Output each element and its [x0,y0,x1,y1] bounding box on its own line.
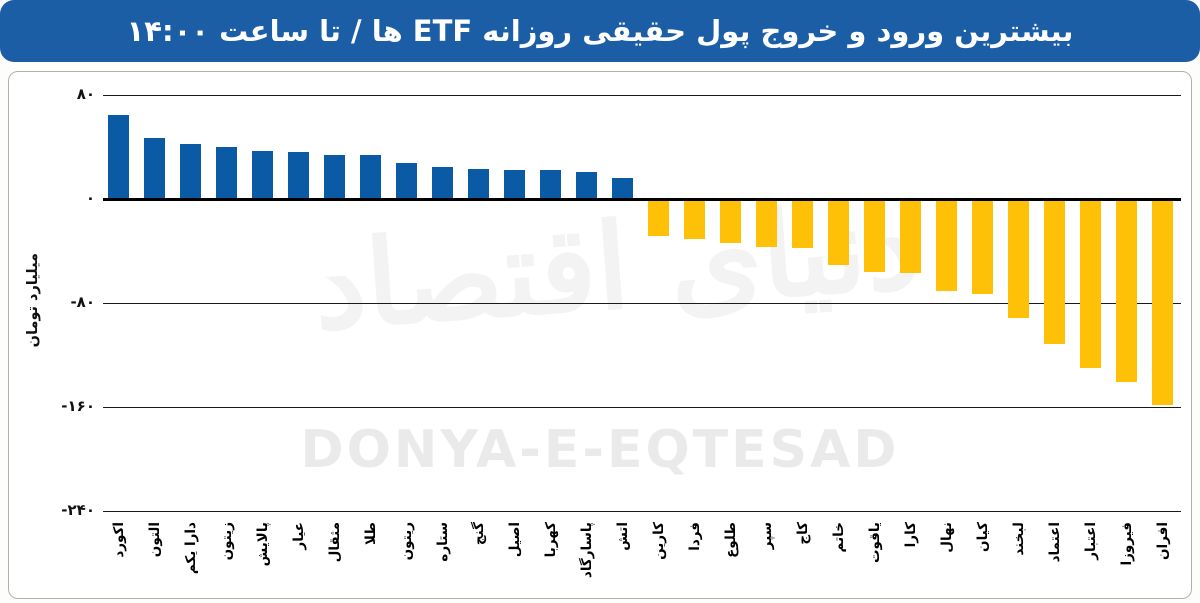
plot-area: ۸۰ ۰ -۸۰ -۱۶۰ -۲۴۰ اکورد التون دارا یکم زیتون پال… [9,72,1191,598]
bar [360,154,381,199]
x-tick-label: پاسارگاد [578,522,595,579]
x-tick-label: اتش [614,522,631,551]
x-tick-label: کارین [650,522,667,560]
x-tick-label: دارا یکم [182,522,199,575]
bar [648,200,669,237]
gridline [103,407,1181,408]
bar [684,200,705,239]
bar [108,114,129,199]
bar [972,200,993,294]
x-tick-label: زیتون [218,522,235,561]
bar [216,147,237,199]
x-tick-label: اعتبار [1082,522,1099,560]
x-tick-label: ریتون [398,522,415,561]
x-tick-label: طلا [362,522,379,545]
chart-title: بیشترین ورود و خروج پول حقیقی روزانه ETF… [126,14,1074,48]
bar [1044,200,1065,345]
bar [792,200,813,249]
x-tick-label: کاج [794,522,811,545]
y-tick-label: -۸۰ [70,293,95,311]
x-tick-label: اکورد [110,522,127,558]
bar [936,200,957,291]
bar [396,162,417,199]
x-tick-label: التون [146,522,163,558]
x-tick-label: نهال [938,522,955,553]
x-tick-label: سپر [758,522,775,550]
bar [144,137,165,199]
x-tick-label: خاتم [830,522,847,553]
x-tick-label: اعتماد [1046,522,1063,563]
chart-title-bar: بیشترین ورود و خروج پول حقیقی روزانه ETF… [0,0,1200,62]
x-tick-label: کارا [902,522,919,548]
bar [1152,200,1173,406]
bar [1080,200,1101,368]
x-tick-label: لبخند [1010,522,1027,556]
zero-axis-line [103,197,1181,201]
x-tick-label: اصیل [506,522,523,558]
y-tick-label: -۱۶۰ [61,397,95,415]
x-tick-label: گنج [470,522,487,546]
x-tick-label: عیار [290,522,307,550]
bar [720,200,741,243]
x-tick-label: طلوع [722,522,739,558]
x-tick-label: افران [1154,522,1171,561]
x-tick-label: یاقوت [866,522,883,564]
bar [540,170,561,199]
bar [828,200,849,265]
gridline [103,511,1181,512]
bar [1008,200,1029,319]
y-tick-label: ۰ [85,189,95,207]
x-tick-label: فردا [686,522,703,551]
bar [288,152,309,199]
bar [432,166,453,199]
bar [324,154,345,199]
chart-card: دنیای اقتصاد DONYA-E-EQTESAD میلیارد توم… [8,71,1192,599]
bar [576,171,597,199]
bar [504,170,525,199]
bar [864,200,885,272]
gridline [103,303,1181,304]
x-tick-label: کهربا [542,522,559,558]
bar [612,178,633,199]
y-tick-label: ۸۰ [76,85,95,103]
x-tick-label: مثقال [326,522,343,563]
x-tick-label: پالایش [254,522,271,567]
bar [756,200,777,247]
gridline [103,95,1181,96]
y-tick-label: -۲۴۰ [61,501,95,519]
bar [900,200,921,273]
x-tick-label: کیان [974,522,991,552]
bar [468,169,489,199]
bar [252,150,273,199]
bar [180,144,201,199]
x-tick-label: ستاره [434,522,451,562]
x-tick-label: فیروزا [1118,522,1135,566]
bar [1116,200,1137,382]
watermark-latin: DONYA-E-EQTESAD [300,420,900,480]
